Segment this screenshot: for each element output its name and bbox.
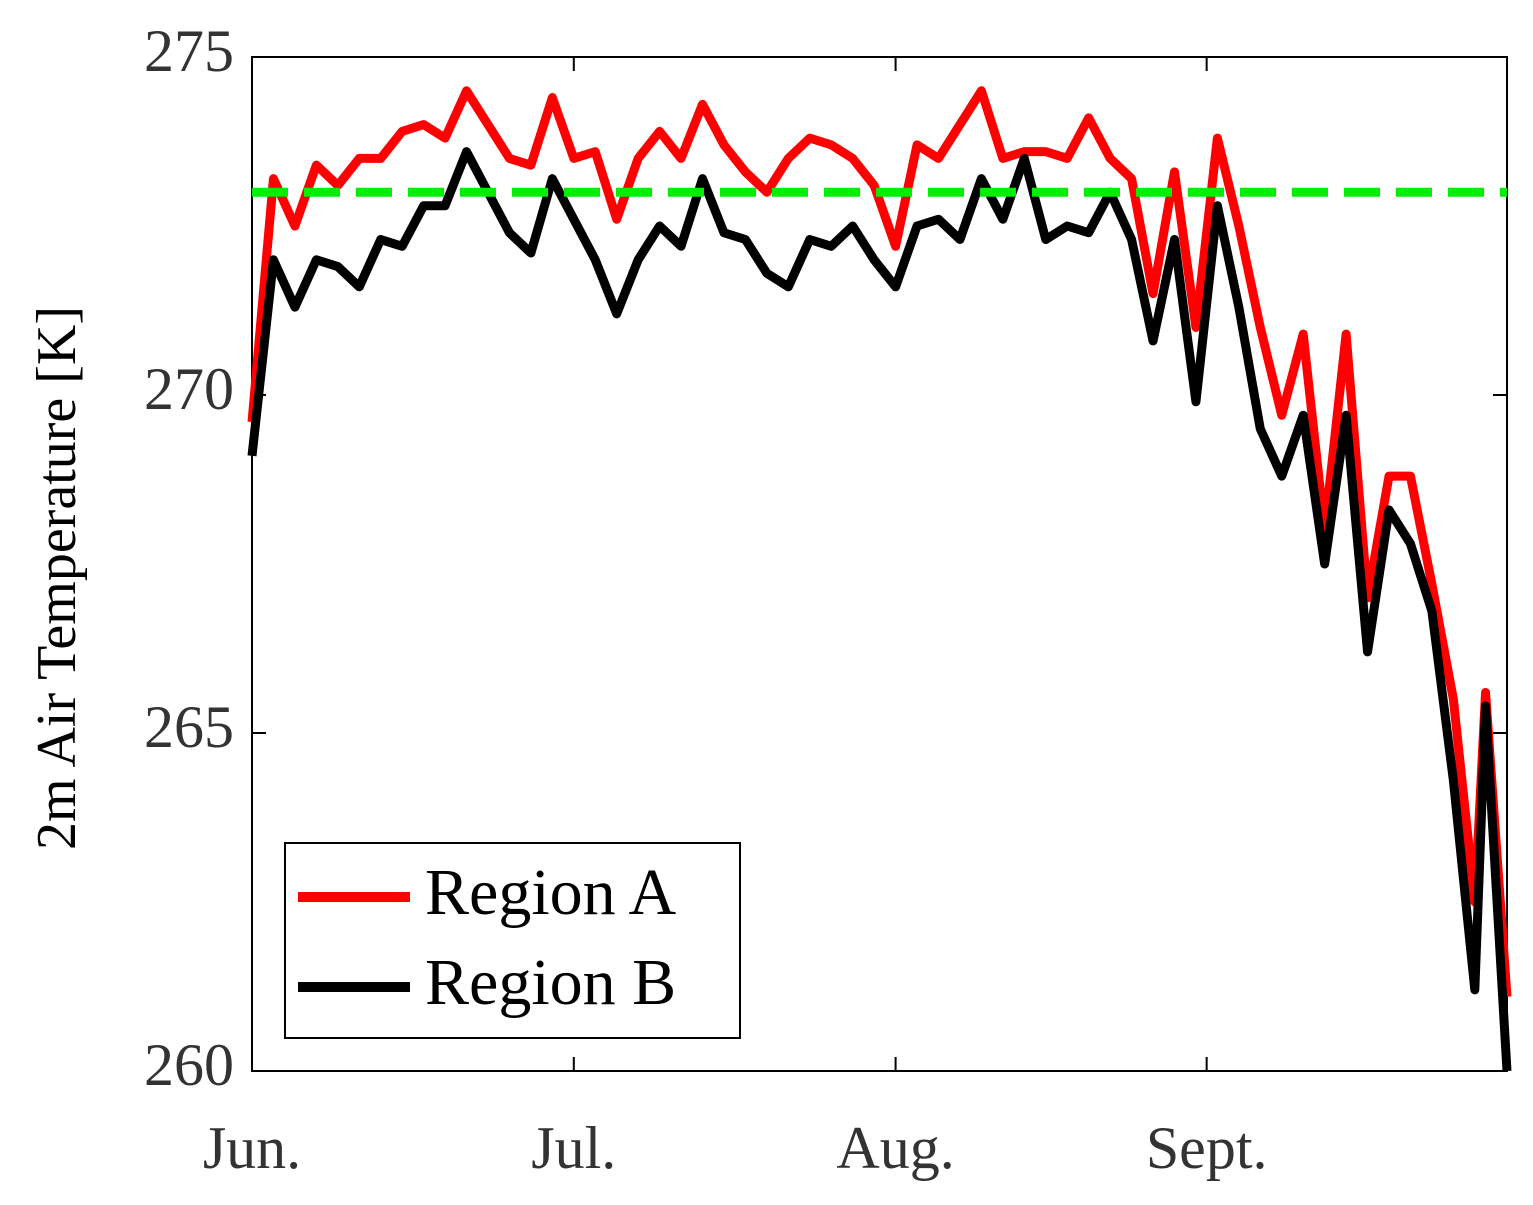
x-tick-label: Jul. [531,1115,616,1181]
y-tick-label: 275 [144,18,234,84]
x-tick-label: Jun. [203,1115,301,1181]
x-tick-label: Sept. [1146,1115,1268,1181]
legend-label: Region B [425,946,676,1019]
data-line [247,147,1512,1072]
legend-box [284,842,741,1039]
legend-label: Region A [425,856,677,929]
data-line [247,86,1512,997]
x-tick-label: Aug. [836,1115,954,1181]
y-axis-label: 2m Air Temperature [K] [26,306,88,850]
y-tick-label: 270 [144,356,234,422]
legend: Region A Region B [284,842,741,1039]
y-tick-label: 265 [144,694,234,760]
y-tick-label: 260 [144,1032,234,1098]
